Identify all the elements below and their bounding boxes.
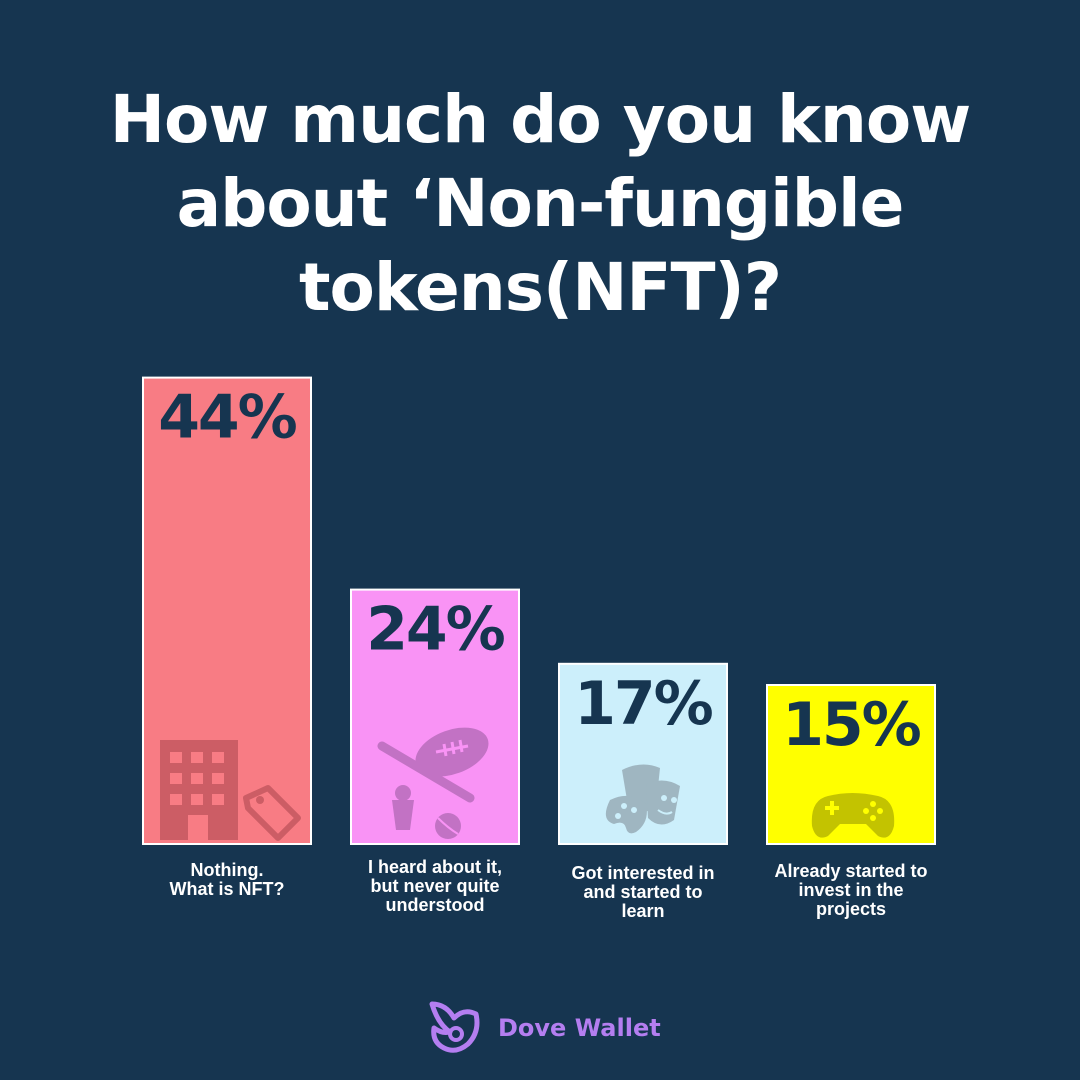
category-label-4: Already started to invest in the projects (746, 862, 956, 919)
brand-footer: Dove Wallet (424, 998, 661, 1058)
building-price-tag-icon (160, 740, 301, 841)
category-label-line: Got interested in (571, 863, 715, 883)
category-label-line: but never quite (370, 876, 500, 896)
category-label-line: I heard about it, (367, 857, 502, 877)
category-label-line: understood (385, 895, 485, 915)
value-label-4: 15% (782, 690, 920, 760)
bar-2 (350, 588, 520, 845)
value-label-2: 24% (366, 595, 504, 665)
value-label-1: 44% (158, 383, 296, 453)
brand-name: Dove Wallet (498, 1014, 661, 1042)
game-controller-icon (811, 793, 895, 838)
category-label-line: learn (621, 901, 665, 921)
chart-title: How much do you know about ‘Non-fungible… (0, 78, 1080, 330)
title-line-1: How much do you know (109, 81, 971, 158)
category-label-line: What is NFT? (169, 879, 285, 899)
category-label-2: I heard about it, but never quite understo… (330, 858, 540, 915)
category-label-line: invest in the (798, 880, 904, 900)
value-label-3: 17% (574, 669, 712, 739)
category-label-3: Got interested in and started to learn (538, 864, 748, 921)
theater-masks-palette-icon (605, 764, 680, 834)
category-label-1: Nothing. What is NFT? (122, 861, 332, 899)
category-label-line: Already started to (774, 861, 928, 881)
sports-equipment-icon (377, 727, 489, 839)
category-label-line: Nothing. (190, 860, 264, 880)
category-label-line: projects (815, 899, 887, 919)
title-line-2: about ‘Non-fungible (176, 165, 905, 242)
title-line-3: tokens(NFT)? (298, 249, 782, 326)
dove-wallet-logo-icon (429, 1001, 480, 1053)
category-label-line: and started to (583, 882, 703, 902)
